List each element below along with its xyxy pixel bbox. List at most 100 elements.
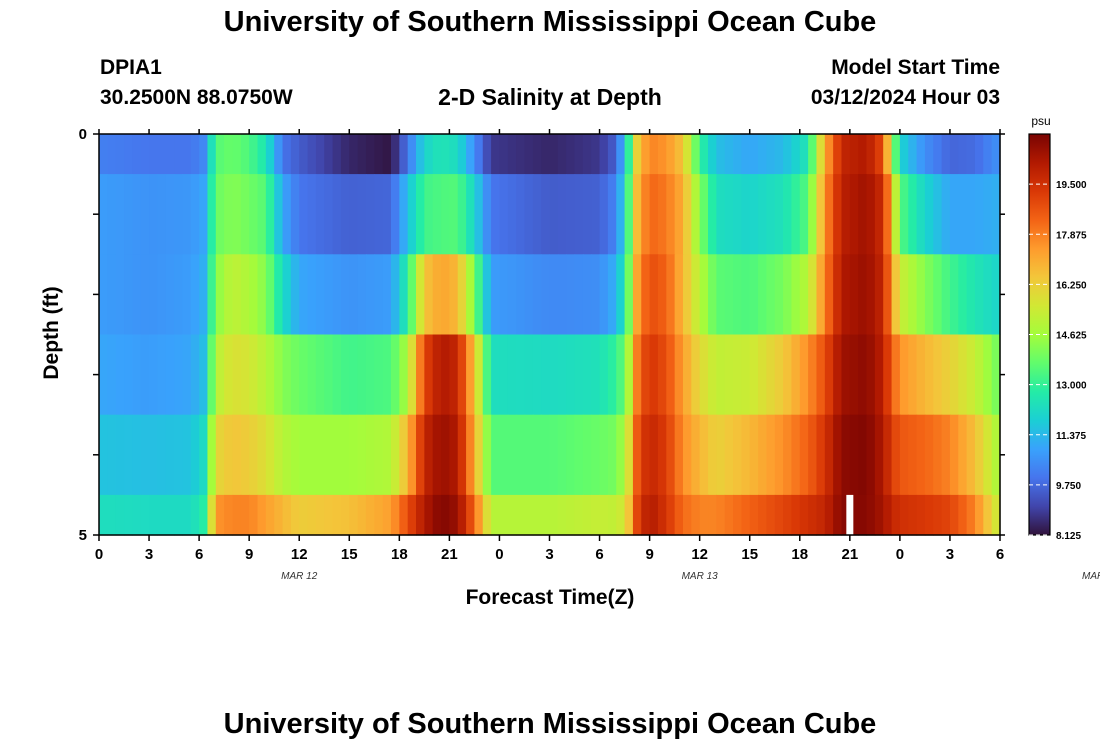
heat-cell	[524, 174, 534, 255]
heat-cell	[958, 414, 968, 496]
heat-cell	[682, 174, 692, 255]
heat-cell	[624, 494, 634, 536]
heat-cell	[691, 494, 701, 536]
heat-cell	[174, 254, 184, 336]
heat-cell	[657, 134, 667, 175]
heat-cell	[124, 414, 133, 496]
heat-cell	[641, 494, 651, 536]
heat-cell	[607, 174, 617, 255]
heat-cell	[758, 414, 767, 496]
heat-cell	[249, 134, 259, 175]
heat-cell	[916, 254, 926, 336]
heat-cell	[190, 254, 200, 336]
heat-cell	[858, 254, 868, 336]
heat-cell	[157, 174, 167, 255]
heat-cell	[432, 254, 442, 336]
heat-cell	[599, 414, 609, 496]
heat-cell	[874, 414, 884, 496]
heat-cell	[140, 254, 150, 336]
heat-cell	[140, 174, 150, 255]
heat-cell	[307, 174, 317, 255]
heat-cell	[724, 254, 734, 336]
heat-cell	[282, 134, 292, 175]
heat-cell	[632, 134, 642, 175]
heat-cell	[482, 414, 492, 496]
heat-cell	[716, 334, 726, 416]
heat-cell	[274, 254, 284, 336]
heat-cell	[749, 254, 759, 336]
heat-cell	[916, 334, 926, 416]
heat-cell	[607, 334, 617, 416]
heat-cell	[899, 134, 909, 175]
heat-cell	[224, 174, 234, 255]
heat-cell	[891, 174, 901, 255]
heat-cell	[107, 414, 117, 496]
heat-cell	[849, 134, 859, 175]
heat-cell	[933, 254, 943, 336]
heat-cell	[165, 494, 175, 536]
heat-cell	[349, 254, 359, 336]
heat-cell	[466, 254, 476, 336]
model-start-label: Model Start Time	[831, 56, 1000, 79]
heat-cell	[399, 174, 409, 255]
heat-cell	[449, 494, 459, 536]
heat-cell	[824, 174, 834, 255]
x-tick-label: 0	[95, 546, 103, 563]
heat-cell	[390, 174, 400, 255]
heat-cell	[816, 254, 826, 336]
heat-cell	[624, 134, 634, 175]
heat-cell	[616, 174, 626, 255]
heat-cell	[115, 414, 125, 496]
heat-cell	[215, 254, 225, 336]
heat-cell	[766, 174, 776, 255]
heat-cell	[582, 254, 592, 336]
heat-cell	[324, 334, 334, 416]
heat-cell	[349, 174, 359, 255]
heat-cell	[657, 254, 667, 336]
heat-cell	[432, 134, 442, 175]
heat-cell	[699, 494, 709, 536]
heat-cell	[282, 254, 292, 336]
heat-cell	[299, 174, 309, 255]
heat-cell	[557, 174, 567, 255]
heat-cell	[390, 254, 400, 336]
heat-cell	[616, 254, 626, 336]
heat-cell	[908, 134, 918, 175]
heat-cell	[215, 414, 225, 496]
heat-cell	[340, 134, 350, 175]
colorbar-tick-label: 11.375	[1056, 431, 1086, 442]
heat-cell	[149, 254, 158, 336]
heat-cell	[649, 414, 659, 496]
heat-cell	[274, 494, 284, 536]
heat-cell	[849, 334, 859, 416]
heat-cell	[833, 174, 843, 255]
heat-cell	[491, 174, 501, 255]
heat-cell	[199, 134, 209, 175]
heat-cell	[516, 414, 526, 496]
heat-cell	[482, 174, 492, 255]
heat-cell	[174, 134, 184, 175]
heat-cell	[791, 334, 801, 416]
heat-cell	[257, 134, 267, 175]
heat-cell	[190, 174, 200, 255]
heat-cell	[574, 174, 584, 255]
heat-cell	[733, 174, 742, 255]
heat-cell	[491, 254, 501, 336]
heat-cell	[883, 134, 893, 175]
heat-cell	[124, 174, 133, 255]
heat-cell	[649, 134, 659, 175]
heat-cell	[432, 174, 442, 255]
heat-cell	[307, 494, 317, 536]
heat-cell	[474, 134, 484, 175]
heat-cell	[482, 494, 492, 536]
heat-cell	[557, 334, 567, 416]
heat-cell	[466, 494, 476, 536]
heat-cell	[149, 494, 158, 536]
heat-cell	[858, 334, 868, 416]
heat-cell	[849, 494, 859, 536]
heat-cell	[374, 334, 384, 416]
heat-cell	[390, 414, 400, 496]
heat-cell	[858, 414, 868, 496]
heat-cell	[516, 174, 526, 255]
heat-cell	[432, 414, 442, 496]
